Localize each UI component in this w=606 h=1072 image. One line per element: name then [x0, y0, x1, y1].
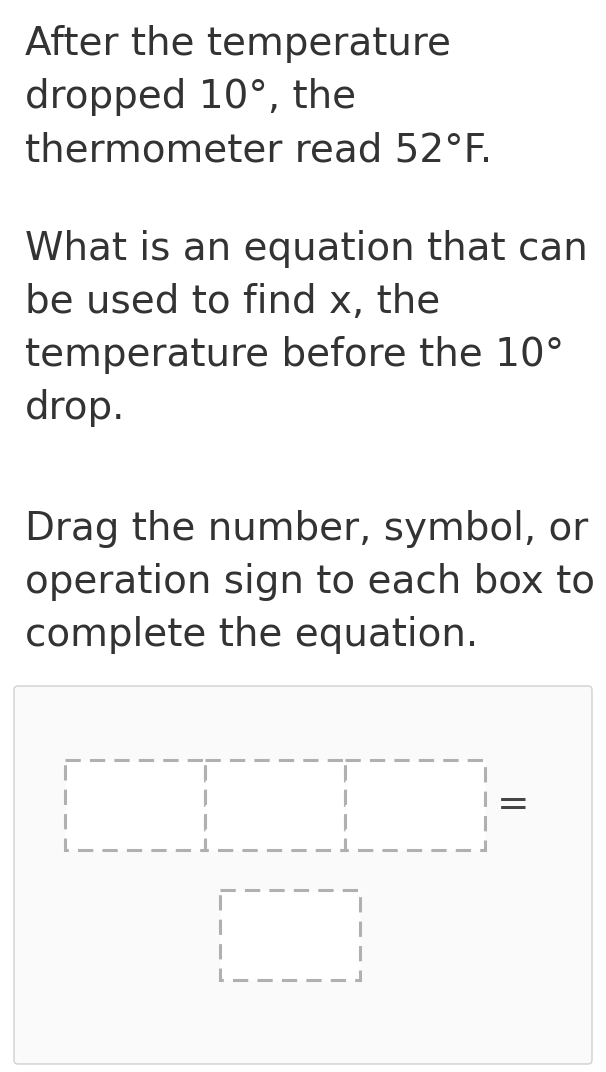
Bar — [65, 760, 205, 850]
Text: After the temperature
dropped 10°, the
thermometer read 52°F.: After the temperature dropped 10°, the t… — [25, 25, 492, 169]
Bar — [205, 760, 345, 850]
Bar — [345, 760, 485, 850]
Text: =: = — [497, 786, 530, 824]
Text: Drag the number, symbol, or
operation sign to each box to
complete the equation.: Drag the number, symbol, or operation si… — [25, 510, 595, 654]
FancyBboxPatch shape — [14, 686, 592, 1064]
Bar — [220, 890, 360, 980]
Text: What is an equation that can
be used to find ​x​, the
temperature before the 10°: What is an equation that can be used to … — [25, 230, 588, 427]
